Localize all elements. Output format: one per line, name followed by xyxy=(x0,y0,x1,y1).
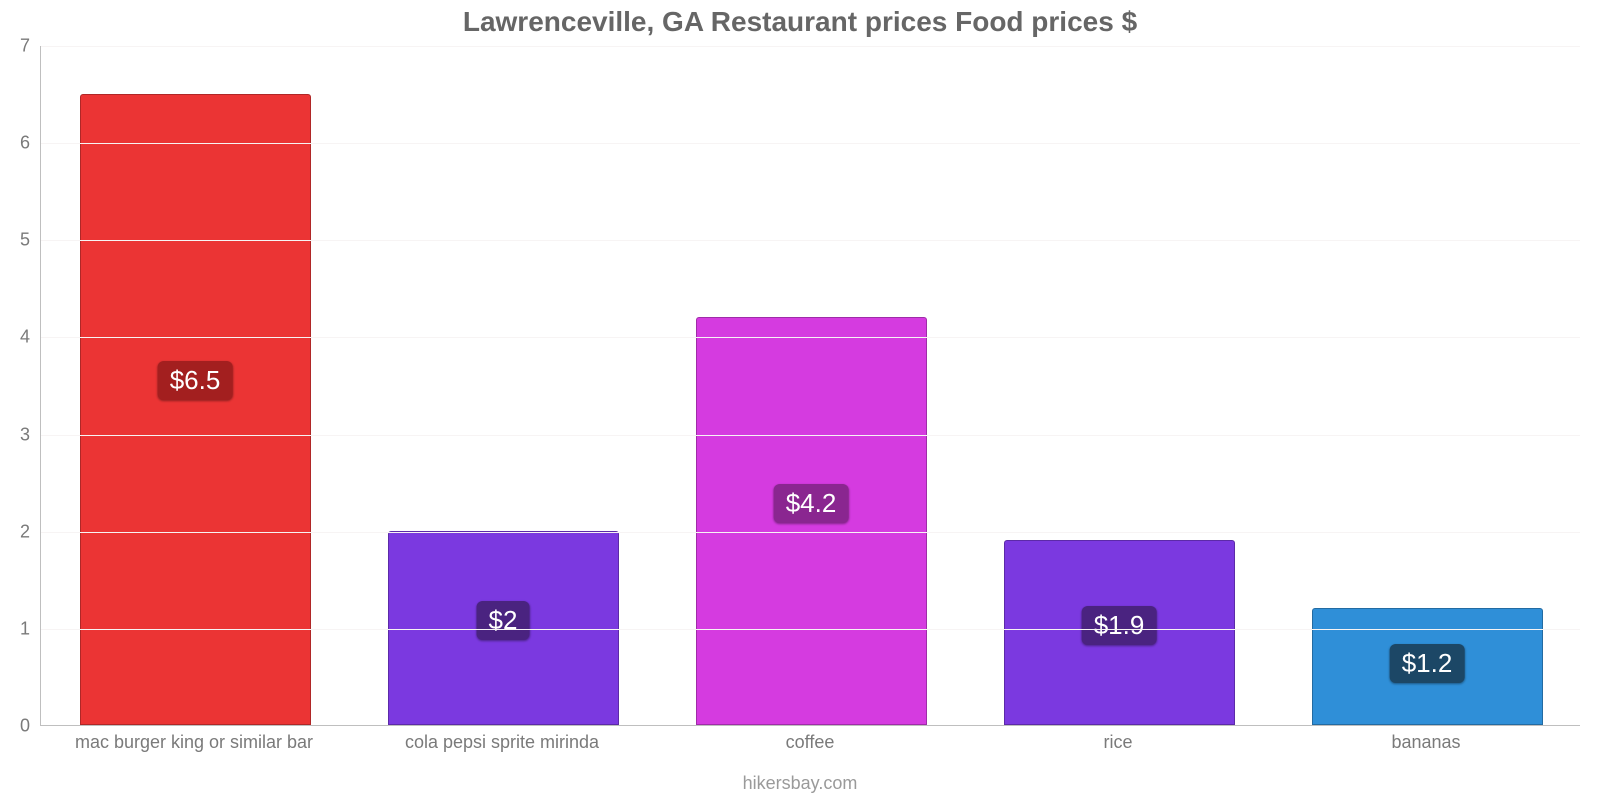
gridline xyxy=(41,240,1580,241)
chart-footer: hikersbay.com xyxy=(0,773,1600,794)
value-label: $2 xyxy=(477,601,530,640)
x-tick-label: rice xyxy=(1103,732,1132,753)
bar: $6.5 xyxy=(80,94,311,725)
y-tick-label: 0 xyxy=(0,716,30,737)
gridline xyxy=(41,435,1580,436)
bar: $4.2 xyxy=(696,317,927,725)
bars-layer: $6.5 $2 $4.2 $1.9 $1.2 xyxy=(41,46,1580,725)
value-label: $4.2 xyxy=(774,484,849,523)
x-tick-label: bananas xyxy=(1391,732,1460,753)
value-label: $6.5 xyxy=(158,361,233,400)
bar: $1.9 xyxy=(1004,540,1235,725)
y-tick-label: 6 xyxy=(0,133,30,154)
y-tick-label: 5 xyxy=(0,230,30,251)
chart-container: Lawrenceville, GA Restaurant prices Food… xyxy=(0,0,1600,800)
gridline xyxy=(41,337,1580,338)
x-tick-label: cola pepsi sprite mirinda xyxy=(405,732,599,753)
x-tick-label: mac burger king or similar bar xyxy=(75,732,313,753)
gridline xyxy=(41,532,1580,533)
gridline xyxy=(41,629,1580,630)
y-tick-label: 3 xyxy=(0,424,30,445)
gridline xyxy=(41,46,1580,47)
gridline xyxy=(41,143,1580,144)
y-tick-label: 4 xyxy=(0,327,30,348)
y-tick-label: 7 xyxy=(0,36,30,57)
value-label: $1.2 xyxy=(1390,644,1465,683)
y-tick-label: 1 xyxy=(0,618,30,639)
chart-title: Lawrenceville, GA Restaurant prices Food… xyxy=(0,6,1600,38)
x-tick-label: coffee xyxy=(786,732,835,753)
bar: $1.2 xyxy=(1312,608,1543,725)
value-label: $1.9 xyxy=(1082,606,1157,645)
y-tick-label: 2 xyxy=(0,521,30,542)
plot-area: $6.5 $2 $4.2 $1.9 $1.2 xyxy=(40,46,1580,726)
